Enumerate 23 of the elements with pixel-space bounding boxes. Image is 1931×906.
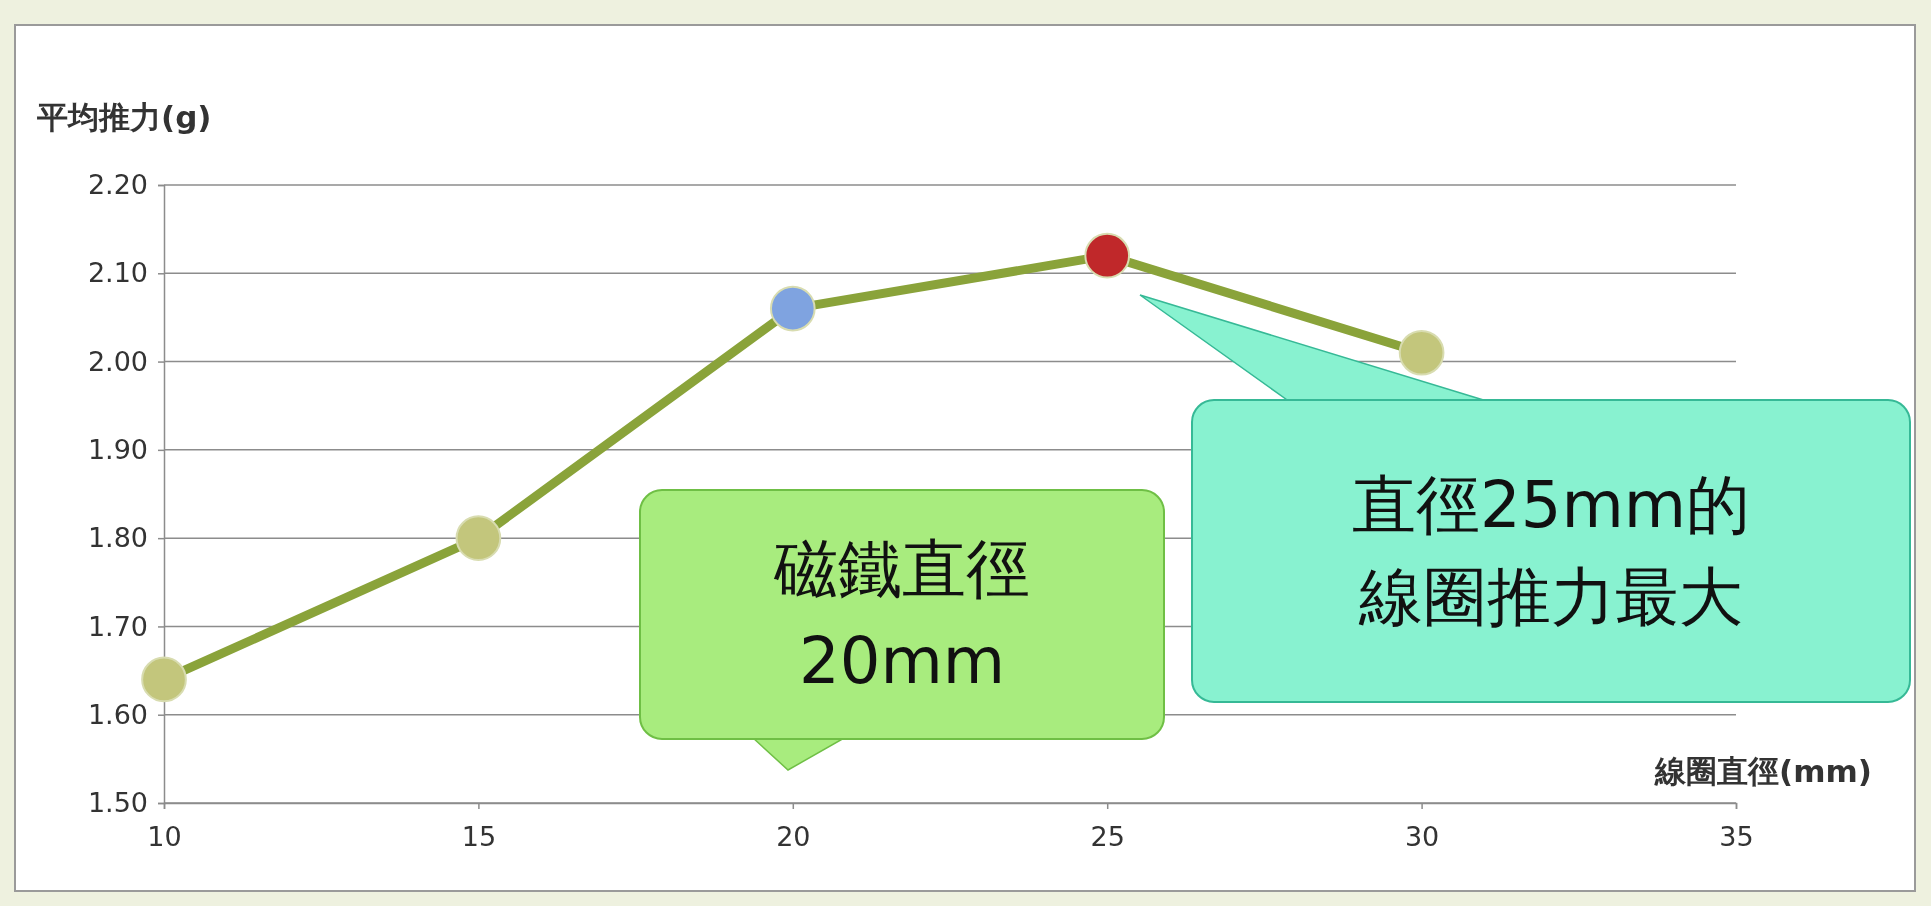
x-tick-label: 25 — [1090, 821, 1125, 853]
y-tick-label: 2.10 — [87, 257, 148, 289]
x-tick-label: 15 — [461, 821, 497, 853]
x-tick-label: 10 — [147, 821, 182, 853]
y-tick-label: 1.60 — [87, 698, 148, 730]
y-tick-label: 1.50 — [87, 787, 148, 819]
y-tick-label: 2.20 — [87, 169, 148, 201]
y-tick-label: 1.70 — [87, 610, 148, 642]
y-tick-label: 2.00 — [87, 345, 148, 377]
x-axis-title: 線圈直徑(mm) — [1654, 753, 1872, 789]
y-tick-label: 1.90 — [87, 434, 148, 465]
point — [141, 656, 187, 703]
y-tick-label: 1.80 — [87, 522, 148, 554]
y-axis-title: 平均推力(g) — [36, 99, 212, 135]
x-tick-label: 35 — [1719, 821, 1754, 853]
annotation: 直徑25mm的線圈推力最大 — [1351, 468, 1751, 634]
point — [1398, 329, 1445, 376]
point — [1084, 232, 1131, 279]
annotation: 磁鐵直徑20mm — [773, 531, 1030, 698]
point — [455, 515, 502, 561]
point — [769, 285, 816, 332]
x-tick-label: 20 — [776, 821, 811, 853]
x-tick-label: 30 — [1404, 821, 1440, 853]
